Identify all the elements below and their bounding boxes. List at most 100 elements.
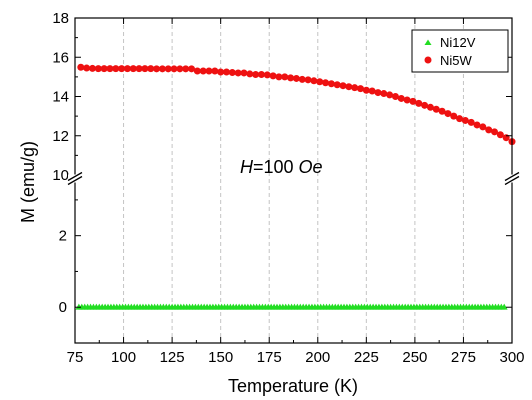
- ni5w-point: [176, 65, 184, 73]
- ni5w-point: [94, 65, 102, 73]
- x-tick-label-175: 175: [257, 349, 282, 366]
- x-tick-label-275: 275: [451, 349, 476, 366]
- ni5w-point: [153, 65, 161, 73]
- ni5w-point: [438, 107, 446, 115]
- ni5w-point: [257, 71, 265, 79]
- ni5w-point: [269, 72, 277, 80]
- ni5w-point: [118, 65, 126, 73]
- ni5w-point: [467, 118, 475, 126]
- ni5w-point: [240, 69, 248, 77]
- ni5w-point: [287, 74, 295, 82]
- ni5w-point: [496, 131, 504, 139]
- ni5w-point: [147, 65, 155, 73]
- ni5w-point: [391, 93, 399, 100]
- ni5w-point: [357, 85, 365, 93]
- ni5w-point: [112, 65, 120, 73]
- ni5w-point: [415, 99, 423, 107]
- ni5w-point: [397, 94, 405, 102]
- legend-marker-ni5w: [424, 56, 432, 64]
- break-gap-right: [505, 174, 519, 183]
- ni5w-point: [228, 69, 236, 77]
- x-tick-label-225: 225: [354, 349, 379, 366]
- y-upper-tick-label-12: 12: [52, 128, 69, 145]
- ni5w-point: [380, 90, 388, 98]
- field-annotation: H=100 Oe: [240, 157, 323, 177]
- ni5w-point: [298, 75, 306, 83]
- y-lower-tick-label-2: 2: [59, 228, 67, 245]
- grid-layer: [123, 18, 464, 343]
- ni5w-point: [199, 67, 207, 75]
- y-upper-tick-label-16: 16: [52, 49, 69, 66]
- ni5w-point: [123, 65, 131, 73]
- ni5w-point: [310, 77, 318, 85]
- x-tick-label-300: 300: [499, 349, 524, 366]
- ni5w-point: [485, 126, 493, 134]
- break-slash: [67, 171, 83, 182]
- ni5w-point: [182, 65, 190, 73]
- y-upper-tick-label-10: 10: [52, 167, 69, 184]
- ni5w-point: [491, 128, 499, 136]
- x-axis-label: Temperature (K): [228, 376, 358, 396]
- ni12v-point: [500, 303, 508, 310]
- ni5w-point: [88, 64, 96, 72]
- axis-layer: 75 100 125 150 175 200 225 250 275 300 10 12 14 16 18 0…: [52, 10, 524, 366]
- break-slash: [504, 171, 520, 182]
- ni5w-point: [421, 101, 429, 109]
- legend-box: [411, 29, 509, 73]
- ni5w-point: [426, 103, 434, 111]
- ni5w-point: [217, 68, 225, 76]
- legend: Ni12V Ni5W: [411, 29, 509, 73]
- ni5w-point: [188, 65, 196, 73]
- ni5w-point: [193, 67, 201, 75]
- ni5w-point: [222, 68, 230, 76]
- ni5w-point: [316, 78, 324, 86]
- x-tick-label-200: 200: [305, 349, 330, 366]
- y-lower-tick-label-0: 0: [59, 299, 67, 316]
- ni5w-point: [252, 71, 260, 79]
- ni5w-point: [170, 65, 178, 73]
- ni5w-point: [479, 123, 487, 131]
- ni5w-point: [473, 121, 481, 129]
- legend-label-ni12v: Ni12V: [440, 35, 476, 50]
- x-tick-label-75: 75: [67, 349, 84, 366]
- break-gap-left: [68, 174, 82, 183]
- ni5w-point: [141, 65, 149, 73]
- x-tick-label-100: 100: [111, 349, 136, 366]
- legend-marker-ni12v: [424, 39, 432, 45]
- data-layer: [75, 63, 516, 310]
- ni5w-point: [292, 74, 300, 82]
- y-axis-label: M (emu/g): [18, 141, 38, 223]
- ni5w-point: [450, 112, 458, 120]
- y-upper-tick-label-14: 14: [52, 89, 69, 106]
- ni5w-point: [362, 86, 370, 94]
- ni5w-point: [129, 65, 137, 73]
- y-upper-tick-label-18: 18: [52, 10, 69, 27]
- ni5w-point: [106, 65, 114, 73]
- annotation-field-symbol: H: [240, 157, 254, 177]
- ni5w-point: [432, 105, 440, 113]
- ni5w-point: [386, 91, 394, 99]
- break-slash: [67, 175, 83, 186]
- ni5w-point: [374, 89, 382, 97]
- ni5w-point: [351, 84, 359, 92]
- ni5w-point: [333, 81, 341, 89]
- ni5w-point: [327, 80, 335, 88]
- ni5w-point: [164, 65, 172, 73]
- ni5w-point: [461, 116, 469, 124]
- ni5w-point: [100, 65, 108, 73]
- annotation-unit: Oe: [299, 157, 323, 177]
- ni5w-point: [403, 96, 411, 104]
- ni5w-point: [322, 79, 330, 87]
- ni5w-point: [409, 97, 417, 105]
- ni5w-point: [205, 67, 213, 75]
- ni5w-point: [368, 87, 376, 95]
- x-tick-label-125: 125: [160, 349, 185, 366]
- legend-label-ni5w: Ni5W: [440, 53, 473, 68]
- ni5w-point: [83, 64, 91, 72]
- ni5w-point: [234, 69, 242, 77]
- ni5w-point: [456, 115, 464, 123]
- ni5w-point: [281, 73, 289, 81]
- ni5w-point: [263, 71, 271, 79]
- ni5w-point: [275, 73, 283, 81]
